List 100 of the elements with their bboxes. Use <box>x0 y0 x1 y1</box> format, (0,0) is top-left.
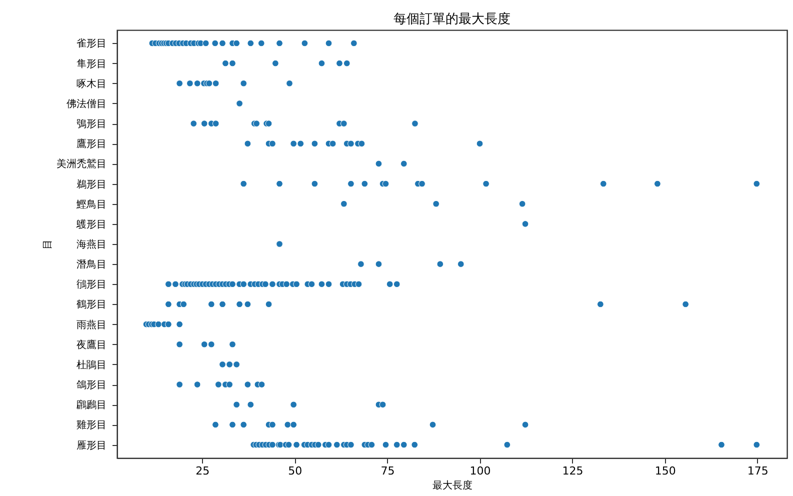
point <box>411 441 418 448</box>
point <box>348 441 354 448</box>
point <box>429 421 436 428</box>
point <box>240 421 248 428</box>
point <box>190 120 198 127</box>
chart-title: 每個訂單的最大長度 <box>394 11 510 27</box>
point <box>311 140 318 148</box>
x-tick-label: 150 <box>654 464 676 478</box>
point <box>240 180 248 188</box>
point <box>285 441 292 448</box>
y-tick-label: 雞形目 <box>76 419 106 432</box>
point <box>165 300 172 308</box>
point <box>682 300 689 308</box>
point <box>200 340 208 348</box>
point <box>258 40 265 47</box>
point <box>176 381 183 388</box>
point <box>379 401 386 408</box>
point <box>350 40 358 47</box>
point <box>269 441 276 448</box>
point <box>522 421 529 428</box>
point <box>180 300 188 308</box>
point <box>194 80 201 87</box>
point <box>436 260 444 268</box>
point <box>212 80 220 87</box>
point <box>233 40 240 47</box>
point <box>208 340 215 348</box>
y-tick-label: 鴿形目 <box>76 379 106 392</box>
point <box>348 180 354 188</box>
y-tick-label: 雨燕目 <box>76 318 106 331</box>
point <box>176 320 183 328</box>
point <box>172 280 179 288</box>
point <box>333 441 340 448</box>
point <box>375 260 382 268</box>
point <box>233 361 240 368</box>
point <box>276 180 283 188</box>
point <box>253 120 260 127</box>
point <box>226 381 233 388</box>
point <box>504 441 511 448</box>
point <box>340 200 348 208</box>
point <box>340 120 348 127</box>
x-tick-label: 50 <box>288 464 302 478</box>
point <box>176 80 183 87</box>
point <box>432 200 440 208</box>
point <box>212 421 219 428</box>
point <box>240 280 248 288</box>
point <box>318 280 326 288</box>
point <box>219 361 226 368</box>
point <box>286 80 293 87</box>
point <box>258 381 266 388</box>
y-tick-label: 鸊鷉目 <box>76 399 106 412</box>
point <box>222 60 229 67</box>
point <box>293 280 300 288</box>
point <box>597 300 604 308</box>
point <box>325 441 332 448</box>
y-tick-label: 雀形目 <box>76 38 106 50</box>
y-tick-label: 海燕目 <box>76 238 106 250</box>
point <box>418 180 426 188</box>
point <box>753 180 760 188</box>
point <box>375 160 382 168</box>
point <box>318 60 326 67</box>
point <box>361 180 368 188</box>
y-tick-label: 鸌形目 <box>76 218 106 230</box>
point <box>240 80 248 87</box>
point <box>718 441 725 448</box>
point <box>518 200 526 208</box>
y-tick-label: 潛鳥目 <box>76 258 106 271</box>
point <box>283 280 290 288</box>
y-tick-label: 鰹鳥目 <box>76 198 106 210</box>
point <box>654 180 661 188</box>
point <box>753 441 760 448</box>
point <box>186 80 194 87</box>
point <box>200 120 208 127</box>
point <box>236 300 243 308</box>
point <box>355 280 362 288</box>
point <box>229 340 236 348</box>
point <box>290 401 297 408</box>
point <box>226 361 233 368</box>
point <box>476 140 484 148</box>
point <box>265 300 272 308</box>
y-tick-label: 鶴形目 <box>76 298 106 311</box>
point <box>272 60 279 67</box>
y-tick-label: 佛法僧目 <box>66 98 106 110</box>
point <box>393 280 400 288</box>
x-tick-label: 125 <box>562 464 584 478</box>
point <box>165 280 172 288</box>
point <box>229 60 236 67</box>
x-axis-title: 最大長度 <box>432 480 472 492</box>
point <box>206 80 213 87</box>
point <box>236 100 243 107</box>
point <box>284 421 292 428</box>
y-tick-label: 雁形目 <box>76 440 106 452</box>
point <box>276 40 283 47</box>
y-tick-label: 鵜形目 <box>76 178 106 190</box>
y-tick-label: 鷹形目 <box>76 138 106 150</box>
point <box>382 441 390 448</box>
point <box>269 140 276 148</box>
point <box>276 240 283 248</box>
point <box>457 260 464 268</box>
point <box>348 140 354 148</box>
point <box>219 40 226 47</box>
